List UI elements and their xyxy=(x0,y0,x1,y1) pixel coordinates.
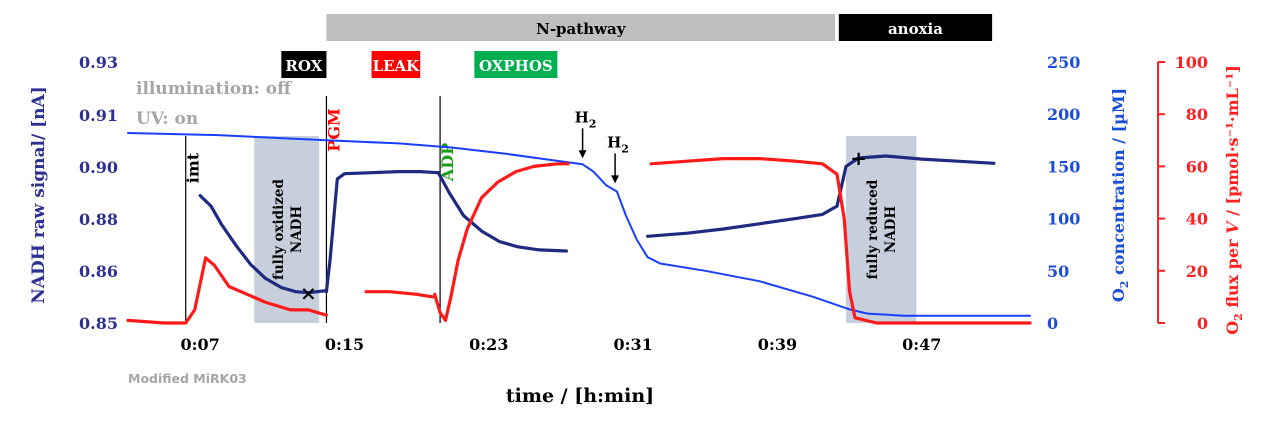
marker-plus: + xyxy=(850,146,867,170)
state-box-1 xyxy=(371,51,421,78)
phase-band-0 xyxy=(326,14,836,41)
note-0: illumination: off xyxy=(136,79,292,99)
series-0-segment-2 xyxy=(436,171,569,253)
annotations: × + H2 H2 illumination: off UV: on xyxy=(136,79,867,305)
flux-tick-label-2: 40 xyxy=(1186,210,1208,229)
svg-text:NADH: NADH xyxy=(883,206,899,254)
o2-tick-label-1: 50 xyxy=(1047,262,1069,281)
o2-tick-label-4: 200 xyxy=(1047,105,1080,124)
x-axis-title: time / [h:min] xyxy=(506,385,654,407)
svg-text:O2 flux per V / [pmol·s⁻¹·mL⁻¹: O2 flux per V / [pmol·s⁻¹·mL⁻¹] xyxy=(1223,65,1245,335)
x-tick-label-4: 0:39 xyxy=(758,335,797,354)
note-1: UV: on xyxy=(136,109,198,129)
flux-tick-label-4: 80 xyxy=(1186,105,1208,124)
footnote: Modified MiRK03 xyxy=(128,371,247,386)
axes: 0:07 0:15 0:23 0:31 0:39 0:47 0.85 0.86 0.88 0.90… xyxy=(79,53,1245,354)
state-box-0 xyxy=(281,51,327,78)
left-tick-label-3: 0.90 xyxy=(79,158,118,177)
series-1-segment-0 xyxy=(127,132,1031,317)
o2-tick-label-3: 150 xyxy=(1047,157,1080,176)
left-tick-label-5: 0.93 xyxy=(79,53,118,72)
left-tick-label-1: 0.86 xyxy=(79,262,118,281)
flux-tick-label-3: 60 xyxy=(1186,157,1208,176)
marker-x: × xyxy=(300,281,317,305)
state-box-2 xyxy=(474,51,558,78)
x-tick-label-3: 0:31 xyxy=(613,335,652,354)
o2-tick-label-0: 0 xyxy=(1047,314,1058,333)
x-tick-label-1: 0:15 xyxy=(325,335,364,354)
h2-arrow-label-0: H2 xyxy=(575,108,597,130)
series-0-segment-0 xyxy=(198,194,328,295)
left-tick-label-0: 0.85 xyxy=(79,314,118,333)
series-2-segment-0 xyxy=(126,256,328,325)
series-layer xyxy=(126,132,1032,325)
event-label-1: PGM xyxy=(324,108,343,151)
svg-text:O2 concentration / [µM]: O2 concentration / [µM] xyxy=(1109,88,1131,302)
left-tick-label-2: 0.88 xyxy=(79,210,118,229)
shaded-box-1 xyxy=(845,136,917,323)
event-label-2: ADP xyxy=(438,143,457,182)
h2-arrow-label-1: H2 xyxy=(607,133,629,155)
flux-tick-label-1: 20 xyxy=(1186,262,1208,281)
series-2-segment-1 xyxy=(364,290,435,299)
left-tick-label-4: 0.91 xyxy=(79,106,118,125)
flux-axis-title: O2 flux per V / [pmol·s⁻¹·mL⁻¹] xyxy=(1223,65,1245,335)
state-label-0: ROX xyxy=(285,57,322,75)
x-tick-label-0: 0:07 xyxy=(181,335,220,354)
flux-tick-label-5: 100 xyxy=(1175,53,1208,72)
x-tick-label-5: 0:47 xyxy=(902,335,941,354)
series-2-segment-2 xyxy=(433,162,570,322)
series-0-segment-1 xyxy=(324,170,440,294)
o2-tick-label-2: 100 xyxy=(1047,210,1080,229)
state-label-2: OXPHOS xyxy=(479,57,553,75)
svg-text:fully oxidized: fully oxidized xyxy=(271,179,287,280)
svg-text:PGM: PGM xyxy=(324,108,343,151)
state-label-1: LEAK xyxy=(373,57,421,75)
phase-bands: N-pathway anoxia ROX LEAK OXPHOS xyxy=(281,14,993,78)
h2-arrow-head-0 xyxy=(578,150,587,159)
svg-text:imt: imt xyxy=(184,152,203,183)
shaded-box-label-0: fully oxidized NADH xyxy=(271,179,305,280)
svg-text:NADH: NADH xyxy=(289,206,305,254)
event-lines: imt PGM ADP xyxy=(184,96,457,323)
event-label-0: imt xyxy=(184,152,203,183)
o2-tick-label-5: 250 xyxy=(1047,53,1080,72)
series-2-segment-3 xyxy=(649,157,1032,325)
left-axis-title: NADH raw signal/ [nA] xyxy=(29,86,49,304)
o2-axis-title: O2 concentration / [µM] xyxy=(1109,88,1131,302)
shaded-box-label-1: fully reduced NADH xyxy=(865,179,899,279)
svg-text:ADP: ADP xyxy=(438,143,457,182)
h2-arrow-head-1 xyxy=(611,175,620,184)
phase-label-0: N-pathway xyxy=(536,20,627,38)
x-tick-label-2: 0:23 xyxy=(469,335,508,354)
shaded-regions: fully oxidized NADH fully reduced NADH xyxy=(254,136,917,323)
flux-tick-label-0: 0 xyxy=(1197,314,1208,333)
series-0-segment-3 xyxy=(645,154,996,238)
phase-label-1: anoxia xyxy=(888,20,943,38)
phase-band-1 xyxy=(838,14,993,41)
svg-text:fully reduced: fully reduced xyxy=(865,179,881,279)
